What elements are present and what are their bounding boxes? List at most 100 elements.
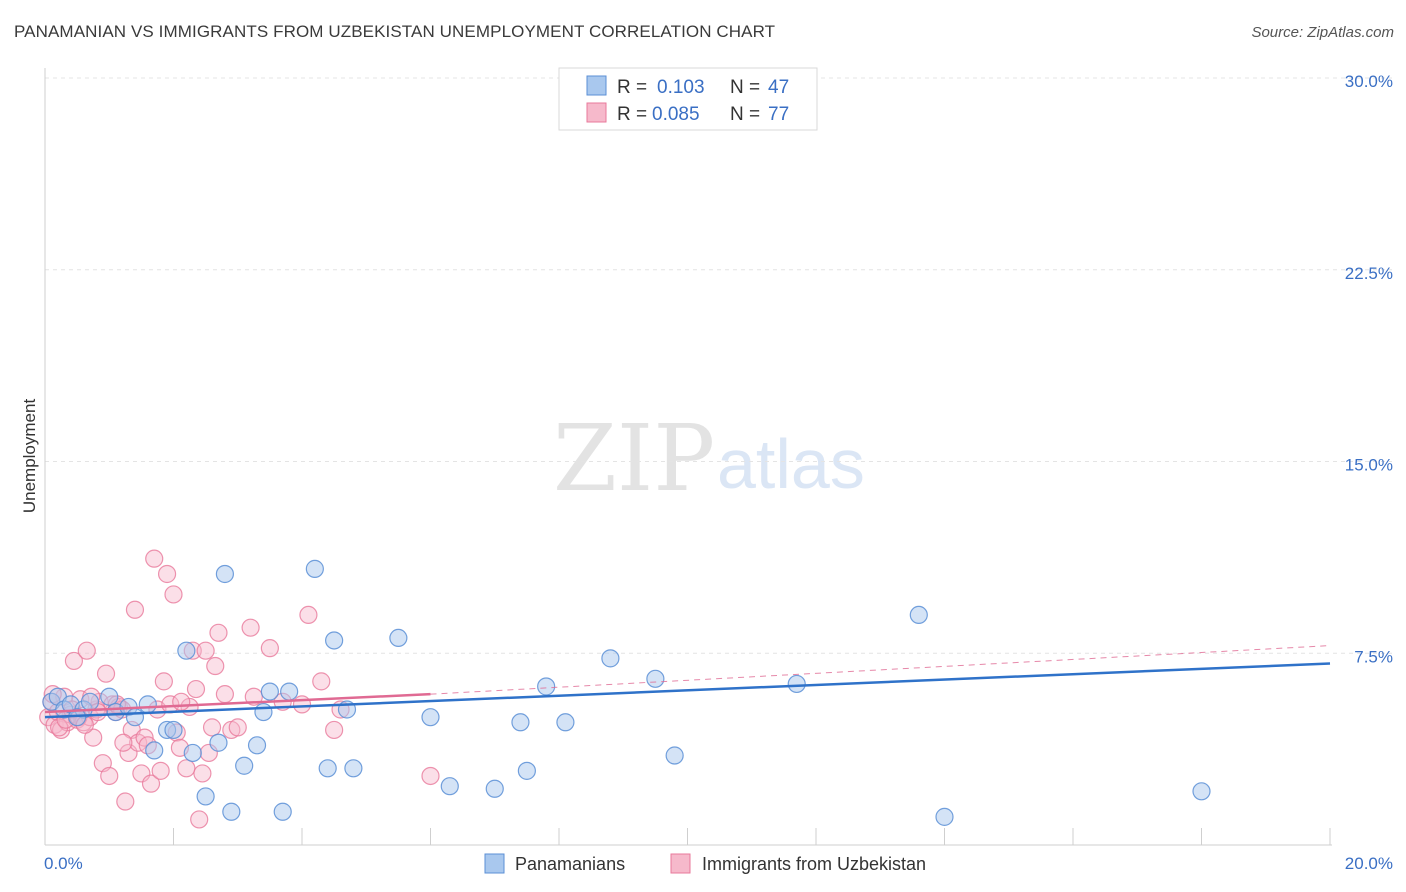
watermark-zip: ZIP <box>553 405 715 512</box>
panamanians-point-27 <box>318 759 337 778</box>
legend-r-value-1: 0.103 <box>657 77 705 98</box>
uzbekistan-point-56 <box>241 618 260 637</box>
y-tick-label-2: 22.5% <box>1345 264 1393 283</box>
uzbekistan-point-62 <box>312 672 331 691</box>
y-tick-label-0: 7.5% <box>1354 647 1393 666</box>
x-tick-labels: 0.0% 20.0% <box>44 854 1393 873</box>
panamanians-trend-line <box>44 662 1331 719</box>
uzbekistan-point-8 <box>64 651 84 671</box>
source-label: Source: ZipAtlas.com <box>1251 24 1394 41</box>
uzbekistan-point-19 <box>100 766 119 786</box>
uzbekistan-point-32 <box>141 774 161 793</box>
legend-n-label-1: N = <box>730 77 760 98</box>
panamanians-point-11 <box>145 741 164 760</box>
panamanians-point-23 <box>260 682 279 701</box>
y-tick-labels: 7.5% 15.0% 22.5% 30.0% <box>1345 72 1393 666</box>
uzbekistan-point-24 <box>116 792 135 811</box>
uzbekistan-point-42 <box>177 759 196 778</box>
y-tick-label-3: 30.0% <box>1345 72 1393 91</box>
bottom-legend-panamanians: Panamanians <box>515 854 625 874</box>
bottom-legend-swatch-uzbekistan <box>670 853 691 874</box>
panamanians-point-38 <box>556 713 575 732</box>
series-uzbekistan-points <box>39 549 440 829</box>
uzbekistan-trend-line <box>44 692 431 714</box>
panamanians-point-18 <box>215 564 234 584</box>
x-tick-label-0: 0.0% <box>44 854 83 873</box>
panamanians-point-34 <box>485 779 504 798</box>
panamanians-point-43 <box>909 605 928 625</box>
correlation-legend: R = 0.103 N = 47 R = 0.085 N = 77 <box>558 67 818 131</box>
panamanians-point-22 <box>254 702 273 722</box>
uzbekistan-point-33 <box>145 549 164 568</box>
legend-n-value-1: 47 <box>768 77 789 98</box>
panamanians-point-10 <box>138 695 157 714</box>
legend-swatch-panamanians <box>586 75 607 96</box>
panamanians-point-26 <box>305 559 324 578</box>
uzbekistan-point-50 <box>202 718 222 737</box>
uzbekistan-point-55 <box>228 718 247 737</box>
series-panamanians-points <box>42 559 1211 826</box>
panamanians-point-13 <box>164 720 183 740</box>
panamanians-point-6 <box>100 687 119 706</box>
legend-r-label-2: R = <box>617 104 647 125</box>
series-legend: Panamanians Immigrants from Uzbekistan <box>484 853 926 874</box>
y-axis-label: Unemployment <box>20 399 39 514</box>
panamanians-point-9 <box>125 708 145 727</box>
panamanians-point-21 <box>247 736 267 755</box>
uzbekistan-point-58 <box>260 639 279 658</box>
legend-r-value-2: 0.085 <box>652 104 700 125</box>
uzbekistan-trend-extension <box>430 645 1331 695</box>
panamanians-point-19 <box>222 802 241 821</box>
uzbekistan-point-60 <box>292 695 312 714</box>
panamanians-point-28 <box>325 631 344 650</box>
uzbekistan-point-51 <box>206 656 225 676</box>
panamanians-point-20 <box>235 756 254 775</box>
panamanians-point-32 <box>421 708 440 727</box>
legend-n-label-2: N = <box>730 104 760 125</box>
watermark-atlas: atlas <box>717 425 865 503</box>
legend-r-label-1: R = <box>617 77 647 98</box>
panamanians-point-25 <box>280 682 299 701</box>
panamanians-point-15 <box>183 743 202 763</box>
legend-swatch-uzbekistan <box>586 102 607 123</box>
uzbekistan-point-75 <box>172 692 191 711</box>
legend-n-value-2: 77 <box>768 104 789 125</box>
panamanians-point-17 <box>209 733 228 752</box>
chart-title: PANAMANIAN VS IMMIGRANTS FROM UZBEKISTAN… <box>14 22 776 41</box>
panamanians-point-45 <box>1192 782 1211 801</box>
uzbekistan-point-52 <box>209 623 228 642</box>
panamanians-point-24 <box>273 802 292 821</box>
uzbekistan-point-47 <box>193 764 212 783</box>
uzbekistan-point-74 <box>114 733 133 752</box>
panamanians-point-42 <box>787 674 806 694</box>
panamanians-point-44 <box>935 807 954 826</box>
panamanians-point-36 <box>517 761 536 780</box>
trend-lines <box>44 645 1331 719</box>
uzbekistan-point-18 <box>96 664 116 683</box>
axes <box>44 68 1332 846</box>
panamanians-point-39 <box>601 649 620 668</box>
panamanians-point-16 <box>196 787 215 806</box>
uzbekistan-point-53 <box>215 685 234 704</box>
panamanians-point-5 <box>80 692 100 711</box>
panamanians-point-35 <box>511 713 530 732</box>
uzbekistan-point-14 <box>84 728 103 747</box>
uzbekistan-point-63 <box>325 720 344 740</box>
grid-lines <box>45 77 1392 654</box>
uzbekistan-point-36 <box>154 672 173 691</box>
panamanians-point-40 <box>646 669 665 688</box>
bottom-legend-uzbekistan: Immigrants from Uzbekistan <box>702 854 926 874</box>
uzbekistan-point-12 <box>77 641 96 660</box>
uzbekistan-point-65 <box>421 766 440 786</box>
panamanians-point-31 <box>389 628 408 648</box>
uzbekistan-point-61 <box>299 605 318 625</box>
y-tick-label-1: 15.0% <box>1345 456 1393 475</box>
panamanians-point-41 <box>665 746 684 765</box>
uzbekistan-point-27 <box>125 600 145 619</box>
uzbekistan-point-48 <box>196 641 215 660</box>
uzbekistan-point-46 <box>190 810 209 829</box>
panamanians-point-14 <box>177 641 196 660</box>
panamanians-point-37 <box>537 677 556 696</box>
uzbekistan-point-35 <box>151 761 170 780</box>
